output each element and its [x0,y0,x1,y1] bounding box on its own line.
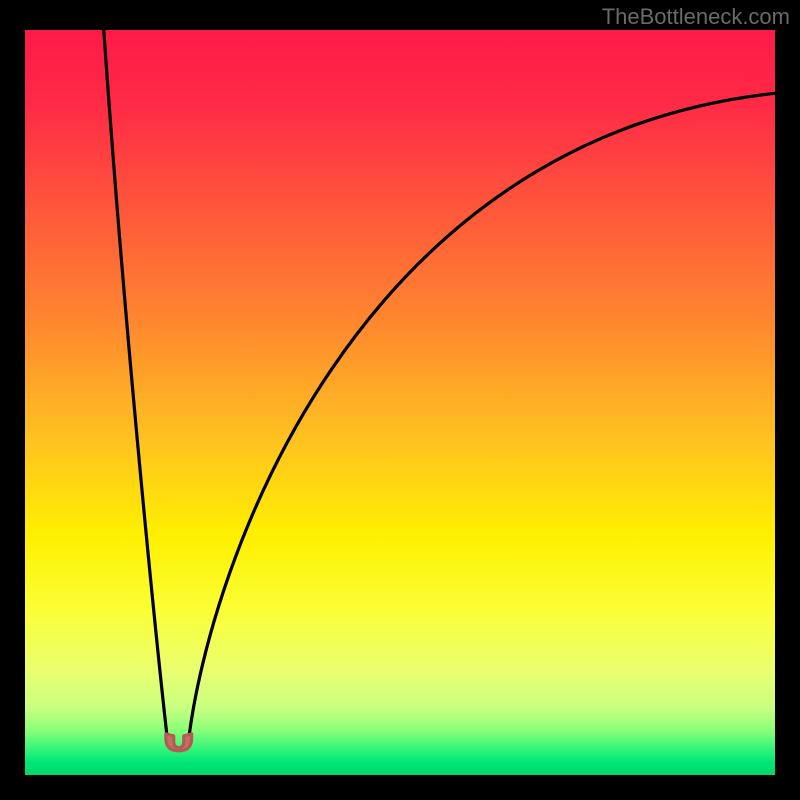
plot-area [25,30,775,775]
figure-root: TheBottleneck.com [0,0,800,800]
bottleneck-chart: TheBottleneck.com [0,0,800,800]
watermark-text: TheBottleneck.com [602,4,790,29]
